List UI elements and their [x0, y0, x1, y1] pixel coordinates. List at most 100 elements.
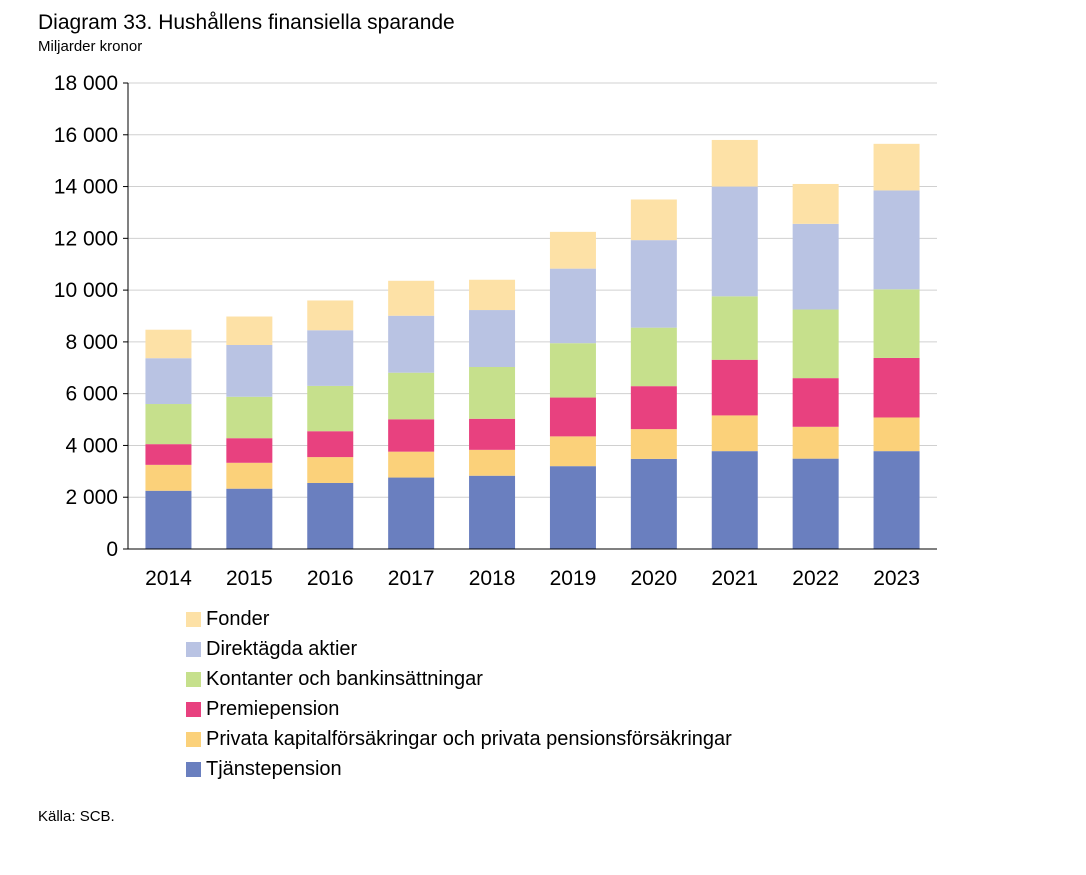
bar-segment: [630, 199, 677, 241]
bar-segment: [711, 415, 758, 452]
bar-segment: [307, 482, 354, 549]
bar-segment: [307, 385, 354, 432]
bar-segment: [711, 359, 758, 416]
bar-segment: [145, 490, 192, 549]
bar-segment: [145, 404, 192, 445]
bar-segment: [630, 240, 677, 328]
legend-swatch: [186, 611, 201, 627]
bar-segment: [792, 223, 839, 310]
y-axis-unit: Miljarder kronor: [38, 38, 143, 55]
x-tick-label: 2017: [388, 567, 435, 590]
legend-label: Premiepension: [206, 697, 340, 720]
bar-segment: [873, 190, 920, 290]
bar-segment: [388, 372, 435, 420]
bar-segment: [307, 300, 354, 331]
x-tick-label: 2021: [711, 567, 758, 590]
bar-segment: [226, 316, 273, 345]
bar-segment: [549, 268, 596, 344]
y-tick-label: 8 000: [65, 331, 118, 354]
y-tick-label: 6 000: [65, 383, 118, 406]
legend-item: Direktägda aktier: [186, 634, 732, 664]
legend-swatch: [186, 761, 201, 777]
x-tick-label: 2023: [873, 567, 920, 590]
legend-swatch: [186, 701, 201, 717]
bar-segment: [711, 139, 758, 187]
bar-segment: [549, 343, 596, 398]
x-tick-label: 2014: [145, 567, 192, 590]
bar-segment: [469, 279, 516, 311]
bar-segment: [630, 386, 677, 430]
y-tick-labels: 0 2 000 4 000 6 000 8 000 10 000 12 000 14 000 1…: [54, 72, 118, 561]
bar-segment: [711, 186, 758, 297]
bar-segment: [873, 417, 920, 452]
bar-segment: [630, 327, 677, 387]
y-tick-label: 4 000: [65, 434, 118, 457]
chart-title: Diagram 33. Hushållens finansiella spara…: [38, 11, 455, 34]
y-tick-label: 10 000: [54, 279, 118, 302]
y-tick-label: 16 000: [54, 124, 118, 147]
bar-segment: [549, 466, 596, 549]
bar-segment: [549, 231, 596, 269]
x-tick-label: 2016: [307, 567, 354, 590]
bar-segment: [145, 329, 192, 359]
chart-legend: Fonder Direktägda aktier Kontanter och ban…: [186, 604, 732, 784]
bar-segment: [145, 444, 192, 465]
x-tick-label: 2019: [550, 567, 597, 590]
bar-segment: [226, 438, 273, 463]
x-tick-labels: 2014 2015 2016 2017 2018 2019 2020 2021 2022 2023: [145, 567, 920, 590]
axes: [123, 82, 937, 550]
bar-segment: [388, 477, 435, 549]
bar-segment: [226, 462, 273, 489]
y-tick-label: 14 000: [54, 176, 118, 199]
bar-segment: [145, 358, 192, 405]
bar-segment: [307, 457, 354, 483]
legend-item: Fonder: [186, 604, 732, 634]
bar-segment: [792, 309, 839, 379]
bar-segment: [630, 429, 677, 459]
bar-segment: [307, 330, 354, 386]
x-tick-label: 2020: [630, 567, 677, 590]
bar-segment: [630, 458, 677, 549]
bar-segment: [145, 464, 192, 491]
legend-label: Direktägda aktier: [206, 637, 358, 660]
bar-segment: [792, 183, 839, 224]
bar-segment: [792, 378, 839, 427]
bar-segment: [711, 451, 758, 549]
x-tick-label: 2022: [792, 567, 839, 590]
bar-segment: [388, 419, 435, 452]
bar-segment: [388, 451, 435, 478]
bar-segment: [792, 458, 839, 549]
stacked-bar-chart: 0 2 000 4 000 6 000 8 000 10 000 12 000 14 000 1…: [54, 72, 937, 590]
legend-label: Tjänstepension: [206, 757, 342, 780]
legend-item: Privata kapitalförsäkringar och privata …: [186, 724, 732, 754]
legend-item: Kontanter och bankinsättningar: [186, 664, 732, 694]
bar-segment: [873, 357, 920, 418]
y-tick-label: 18 000: [54, 72, 118, 95]
bar-segment: [469, 418, 516, 450]
source-note: Källa: SCB.: [38, 808, 115, 825]
legend-swatch: [186, 671, 201, 687]
y-tick-label: 2 000: [65, 486, 118, 509]
bar-segment: [388, 315, 435, 373]
legend-label: Kontanter och bankinsättningar: [206, 667, 483, 690]
legend-swatch: [186, 731, 201, 747]
bar-segment: [873, 451, 920, 549]
bar-segment: [469, 475, 516, 549]
y-tick-label: 12 000: [54, 227, 118, 250]
bar-segment: [711, 296, 758, 360]
legend-swatch: [186, 641, 201, 657]
bars: [145, 139, 920, 549]
bar-segment: [226, 488, 273, 549]
legend-label: Fonder: [206, 607, 270, 630]
legend-label: Privata kapitalförsäkringar och privata …: [206, 727, 732, 750]
bar-segment: [873, 289, 920, 358]
bar-segment: [469, 310, 516, 368]
legend-item: Premiepension: [186, 694, 732, 724]
bar-segment: [549, 436, 596, 467]
x-tick-label: 2018: [469, 567, 516, 590]
bar-segment: [226, 396, 273, 439]
bar-segment: [469, 367, 516, 419]
y-tick-label: 0: [106, 538, 118, 561]
x-tick-label: 2015: [226, 567, 273, 590]
bar-segment: [226, 344, 273, 397]
